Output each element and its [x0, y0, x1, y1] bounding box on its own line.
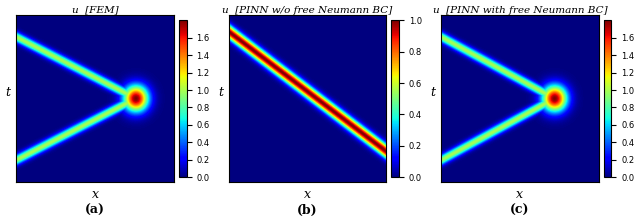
Y-axis label: t: t	[6, 86, 10, 99]
X-axis label: x: x	[516, 188, 524, 201]
Y-axis label: t: t	[430, 86, 435, 99]
Y-axis label: t: t	[218, 86, 223, 99]
X-axis label: x: x	[92, 188, 99, 201]
Text: (b): (b)	[297, 204, 318, 217]
Title: u  [PINN with free Neumann BC]: u [PINN with free Neumann BC]	[433, 6, 607, 14]
Text: (c): (c)	[510, 204, 530, 217]
X-axis label: x: x	[304, 188, 311, 201]
Title: u  [PINN w/o free Neumann BC]: u [PINN w/o free Neumann BC]	[222, 6, 392, 14]
Title: u  [FEM]: u [FEM]	[72, 6, 118, 14]
Text: (a): (a)	[85, 204, 105, 217]
